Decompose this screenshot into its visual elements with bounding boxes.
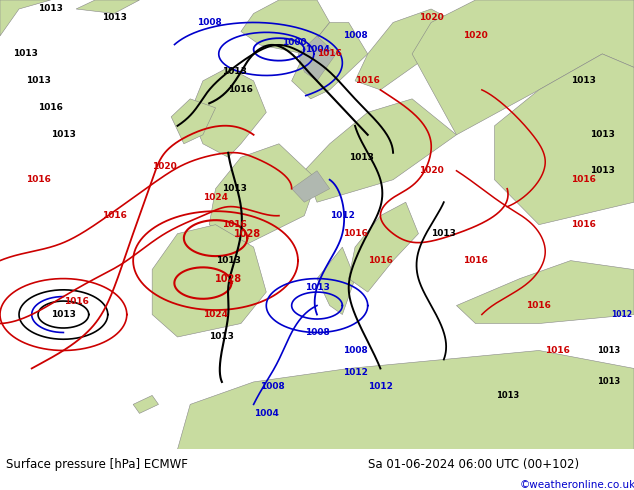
Text: Surface pressure [hPa] ECMWF: Surface pressure [hPa] ECMWF [6, 458, 188, 471]
Text: 1016: 1016 [526, 301, 552, 310]
Text: 1013: 1013 [101, 13, 127, 23]
Text: 1016: 1016 [222, 220, 247, 229]
Polygon shape [292, 171, 330, 202]
Polygon shape [349, 202, 418, 292]
Polygon shape [355, 9, 456, 90]
Polygon shape [133, 395, 158, 414]
Polygon shape [317, 247, 355, 315]
Polygon shape [76, 0, 139, 14]
Text: 1016: 1016 [545, 346, 571, 355]
Text: 1013: 1013 [51, 130, 76, 139]
Polygon shape [495, 54, 634, 224]
Polygon shape [209, 144, 317, 247]
Text: 1012: 1012 [342, 368, 368, 377]
Text: 1013: 1013 [38, 4, 63, 14]
Text: 1016: 1016 [342, 229, 368, 238]
Text: 1013: 1013 [13, 49, 38, 58]
Text: 1013: 1013 [222, 184, 247, 193]
Text: 1008: 1008 [304, 328, 330, 337]
Text: 1016: 1016 [38, 103, 63, 112]
Polygon shape [190, 68, 266, 157]
Polygon shape [304, 99, 456, 202]
Text: ©weatheronline.co.uk: ©weatheronline.co.uk [520, 480, 634, 490]
Text: 1008: 1008 [260, 382, 285, 391]
Text: 1013: 1013 [216, 256, 241, 265]
Polygon shape [241, 0, 330, 54]
Text: 1012: 1012 [368, 382, 393, 391]
Text: 1016: 1016 [571, 175, 596, 184]
Text: 1004: 1004 [254, 409, 279, 418]
Text: 1016: 1016 [368, 256, 393, 265]
Text: 1016: 1016 [463, 256, 488, 265]
Text: 1013: 1013 [597, 377, 620, 387]
Text: 1016: 1016 [228, 85, 254, 95]
Text: 1013: 1013 [222, 68, 247, 76]
Polygon shape [298, 36, 336, 81]
Text: 1013: 1013 [590, 130, 615, 139]
Polygon shape [292, 23, 368, 99]
Text: 1013: 1013 [25, 76, 51, 85]
Text: 1013: 1013 [304, 283, 330, 292]
Text: 1013: 1013 [431, 229, 456, 238]
Text: 1008: 1008 [197, 18, 222, 27]
Text: 1013: 1013 [597, 346, 620, 355]
Text: 1024: 1024 [203, 193, 228, 202]
Text: 1013: 1013 [571, 76, 596, 85]
Text: 1020: 1020 [152, 162, 178, 171]
Text: 1016: 1016 [25, 175, 51, 184]
Text: 1004: 1004 [304, 45, 330, 54]
Text: 1016: 1016 [317, 49, 342, 58]
Text: 1028: 1028 [215, 273, 242, 284]
Polygon shape [171, 99, 216, 144]
Polygon shape [456, 261, 634, 323]
Polygon shape [412, 0, 634, 135]
Text: 1013: 1013 [590, 166, 615, 175]
Text: 1008: 1008 [342, 31, 368, 41]
Polygon shape [0, 0, 51, 36]
Text: 1000: 1000 [283, 38, 307, 47]
Text: 1008: 1008 [342, 346, 368, 355]
Text: 1012: 1012 [330, 211, 355, 220]
Text: 1013: 1013 [349, 153, 374, 162]
Text: 1016: 1016 [355, 76, 380, 85]
Text: 1013: 1013 [51, 310, 76, 319]
Text: 1020: 1020 [418, 13, 444, 23]
Text: 1028: 1028 [234, 229, 261, 239]
Text: 1024: 1024 [203, 310, 228, 319]
Text: 1020: 1020 [418, 166, 444, 175]
Text: 1012: 1012 [611, 310, 632, 319]
Text: 1013: 1013 [496, 391, 519, 400]
Polygon shape [152, 224, 266, 337]
Text: 1013: 1013 [209, 333, 235, 342]
Text: Sa 01-06-2024 06:00 UTC (00+102): Sa 01-06-2024 06:00 UTC (00+102) [368, 458, 579, 471]
Text: 1016: 1016 [571, 220, 596, 229]
Polygon shape [178, 350, 634, 449]
Text: 1020: 1020 [463, 31, 488, 41]
Text: 1016: 1016 [63, 296, 89, 306]
Text: 1016: 1016 [101, 211, 127, 220]
